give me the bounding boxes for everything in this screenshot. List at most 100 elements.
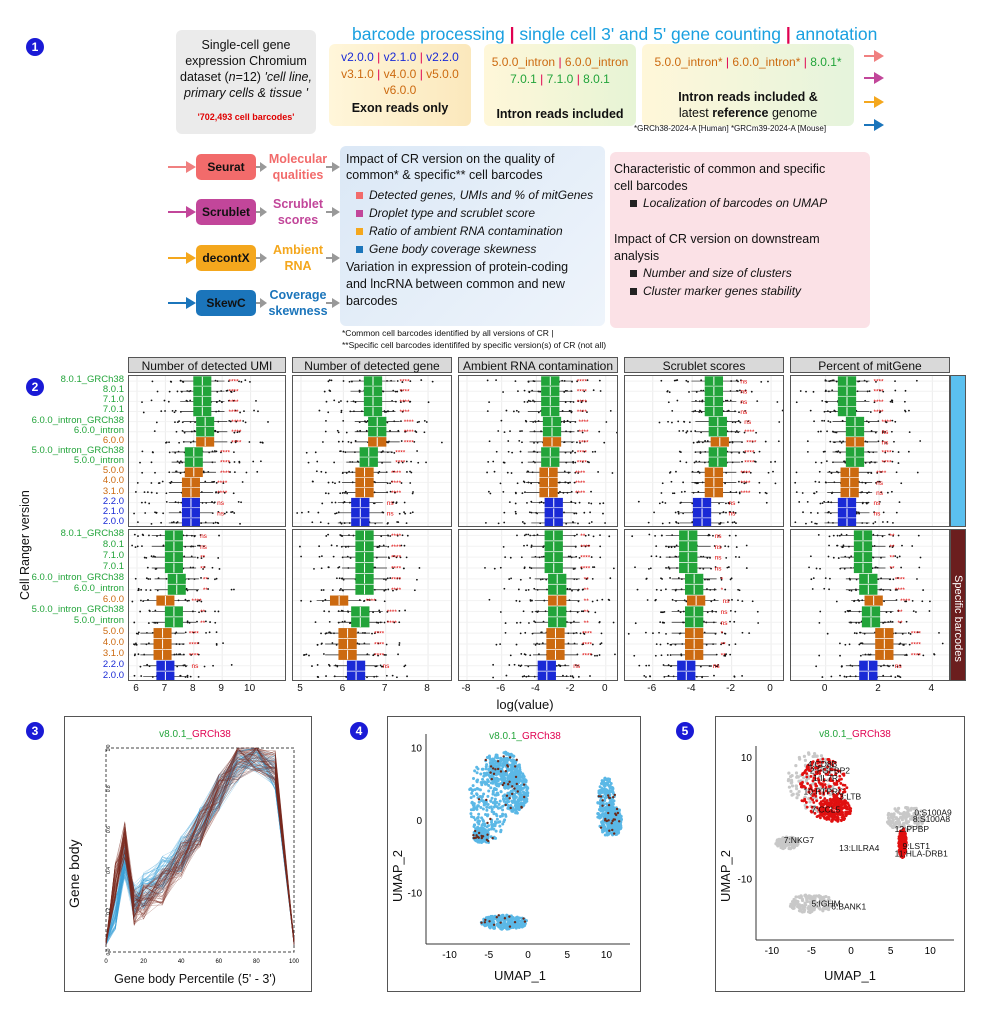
specific-signif-11: **** [374, 652, 385, 659]
umap-common-plot: -10 -5 0 5 10 10 0 -10 [408, 734, 630, 961]
specific-label-1: 8.0.1 [102, 539, 124, 551]
common-signif-11: **** [217, 490, 228, 497]
specific-signif-2: ns [715, 555, 723, 562]
common-outliers-6 [165, 440, 264, 444]
specific-outliers-1 [299, 544, 406, 549]
common-signif-3: ns [740, 409, 748, 416]
bullet-blue [356, 246, 363, 254]
tool-skewc-button[interactable]: SkewC [196, 290, 256, 316]
cluster-label-9: 7:NKG7 [784, 835, 815, 845]
cluster-label-7: 8:S100A8 [913, 814, 951, 824]
tick-facet4-1: -4 [686, 683, 696, 694]
common-signif-4: **** [231, 419, 242, 426]
umap5-ytick-0: 10 [741, 753, 753, 764]
dataset-line4: primary cells & tissue ' [184, 86, 308, 100]
specific-label-8: 5.0.0_intron [73, 615, 124, 627]
latest-footnote: *GRCh38-2024-A [Human] *GRCm39-2024-A [M… [634, 124, 827, 133]
bullet-black [630, 288, 637, 296]
cluster-label-8: 12:PPBP [895, 824, 930, 834]
umap5-xtick-0: -10 [765, 946, 780, 957]
common-signif-10: **** [217, 480, 228, 487]
specific-signif-9: **** [374, 631, 385, 638]
common-signif-9: **** [740, 470, 751, 477]
specific-signif-10: **** [189, 642, 200, 649]
specific-signif-4: **** [895, 576, 906, 583]
common-label-7: 5.0.0_intron_GRCh38 [31, 445, 124, 456]
common-signif-13: ns [873, 510, 881, 517]
section-badge-5: 5 [676, 722, 694, 740]
specific-signif-9: **** [582, 631, 593, 638]
umap-cluster-panel [715, 716, 965, 992]
common-signif-10: **** [740, 480, 751, 487]
specific-signif-6: **** [192, 598, 203, 605]
cluster-label-5: 7:CCL5 [811, 805, 840, 815]
common-signif-2: **** [399, 399, 410, 406]
tool-decontx-label2: RNA [284, 259, 312, 273]
tool-scrublet-button[interactable]: Scrublet [196, 199, 256, 225]
specific-signif-5: ** [203, 587, 209, 594]
specific-signif-7: ** [897, 609, 903, 616]
common-label-2: 7.1.0 [102, 394, 124, 406]
common-label-10: 4.0.0 [102, 475, 124, 487]
tool-seurat-button[interactable]: Seurat [196, 154, 256, 180]
common-label-11: 3.1.0 [102, 485, 124, 497]
common-outliers-8 [307, 460, 427, 464]
common-signif-12: ns [387, 500, 395, 507]
seurat-arrows [168, 161, 340, 173]
tool-decontx-button[interactable]: decontX [196, 245, 256, 271]
common-outliers-12 [798, 500, 901, 505]
common-signif-12: ns [873, 500, 881, 507]
common-signif-5: **** [578, 429, 589, 436]
specific-label-0: 8.0.1_GRCh38 [60, 528, 124, 540]
specific-label-5: 6.0.0_intron [73, 582, 124, 594]
common-signif-13: ns [387, 510, 395, 517]
cluster-label-6: 0:S100A9 [914, 808, 952, 818]
bullet-red [356, 192, 363, 200]
processing-header: barcode processing | single cell 3' and … [352, 24, 878, 44]
common-signif-0: ns [740, 379, 748, 386]
common-signif-0: **** [399, 379, 410, 386]
common-signif-9: **** [876, 470, 887, 477]
specific-label-4: 6.0.0_intron_GRCh38 [31, 571, 124, 583]
common-signif-8: **** [220, 460, 231, 467]
common-label-14: 2.0.0 [102, 515, 124, 527]
common-label-8: 5.0.0_intron [73, 455, 124, 467]
dataset-line1: Single-cell gene [201, 38, 291, 52]
umap5-ytick-2: -10 [738, 874, 753, 885]
common-outliers-4 [155, 419, 269, 424]
umap4-ytick-0: 10 [411, 743, 423, 754]
variation-line2: and lncRNA between common and new [346, 277, 565, 291]
common-signif-7: **** [744, 450, 755, 457]
latest-row1: 5.0.0_intron* | 6.0.0_intron* | 8.0.1* [654, 55, 842, 69]
common-outliers-10 [661, 480, 777, 485]
tick-facet5-2: 4 [928, 683, 935, 694]
exon-box [329, 44, 471, 126]
specific-signif-1: ns [715, 544, 723, 551]
common-outliers-6 [692, 440, 780, 444]
specific-outliers-8 [504, 620, 615, 624]
common-signif-8: **** [744, 460, 755, 467]
arrow-orange [864, 96, 884, 108]
common-signif-11: **** [391, 490, 402, 497]
specific-signif-2: ** [200, 555, 206, 562]
common-label-0: 8.0.1_GRCh38 [60, 374, 124, 386]
section-badge-3: 3 [26, 722, 44, 740]
tick-facet3-1: -6 [496, 683, 506, 694]
specific-outliers-5 [137, 587, 235, 592]
exon-row3: v6.0.0 [383, 83, 417, 97]
common-signif-0: **** [577, 379, 588, 386]
tick-facet3-2: -4 [530, 683, 540, 694]
specific-outliers-7 [819, 609, 931, 614]
specific-facet-3: ************************************ns [458, 529, 618, 681]
bullet-black [630, 270, 637, 278]
specific-signif-10: **** [582, 642, 593, 649]
specific-signif-8: ** [200, 620, 206, 627]
latest-caption1: Intron reads included & [678, 90, 818, 104]
common-signif-1: **** [577, 389, 588, 396]
specific-signif-12: ns [383, 663, 391, 670]
skewc-arrows [168, 297, 340, 309]
tick-facet2-3: 8 [424, 683, 430, 694]
common-signif-2: **** [577, 399, 588, 406]
common-outliers-14 [647, 521, 737, 525]
